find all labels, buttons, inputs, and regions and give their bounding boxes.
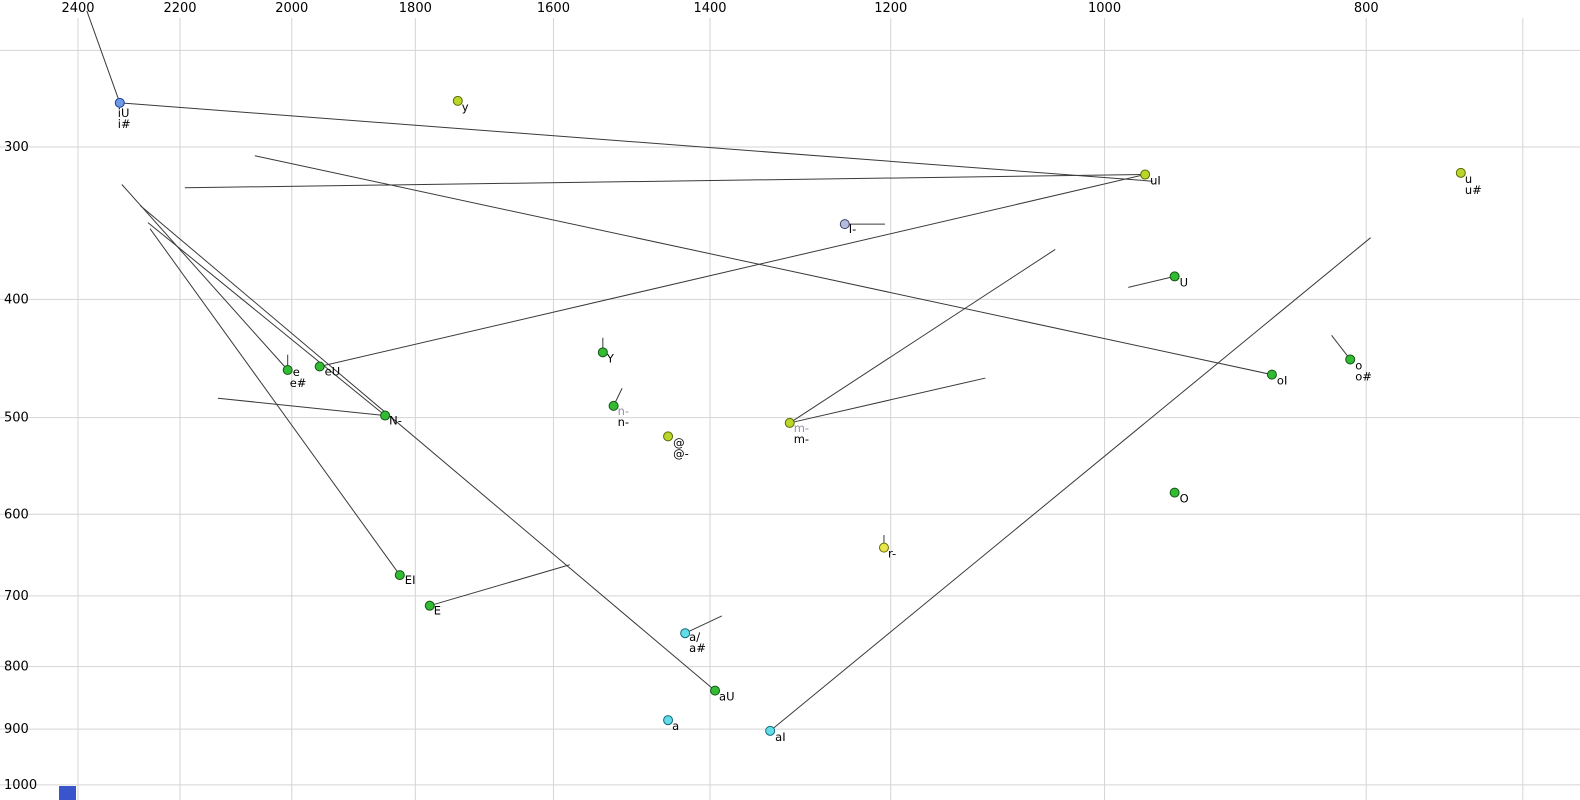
vowel-point-y: [452, 95, 463, 106]
vowel-point-N-: [380, 410, 391, 421]
trajectory-m-tail-2: [789, 377, 986, 424]
vowel-point-I-: [839, 219, 850, 230]
vowel-label-U: U: [1180, 275, 1188, 289]
vowel-point-oI: [1266, 369, 1277, 380]
vowel-point-uI: [1140, 169, 1151, 180]
vowel-label-e: e: [293, 365, 300, 379]
trajectory-i-hash-tail: [86, 10, 121, 103]
y-tick-label-500: 500: [4, 411, 29, 426]
vowel-label-EI: EI: [405, 573, 416, 587]
trajectory-a-slash-tail: [684, 615, 723, 634]
vowel-point-o: [1345, 354, 1356, 365]
y-tick-label-900: 900: [4, 722, 29, 737]
vowel-label-r-: r-: [888, 547, 896, 561]
trajectory-N-shallow: [217, 397, 386, 417]
y-tick-label-300: 300: [4, 140, 29, 155]
vowel-label-o-1: o#: [1355, 369, 1372, 383]
vowel-label-a: a: [672, 719, 679, 733]
vowel-label-E: E: [434, 604, 441, 618]
vowel-point-a-slash: [680, 628, 691, 639]
vowel-label-at-1: @-: [673, 446, 689, 460]
vowel-label-m--1: m-: [794, 432, 809, 446]
x-tick-label-2000: 2000: [275, 1, 308, 16]
vowel-point-m-: [784, 417, 795, 428]
vowel-label-e-1: e#: [290, 376, 307, 390]
y-tick-label-600: 600: [4, 507, 29, 522]
trajectory-uI-tail: [184, 174, 1146, 189]
vowel-label-O: O: [1180, 492, 1189, 506]
vowel-point-iU: [114, 97, 125, 108]
trajectory-m-tail-1: [789, 249, 1056, 424]
vowel-point-eU: [314, 361, 325, 372]
vowel-point-r-: [878, 542, 889, 553]
vowel-point-aU: [710, 685, 721, 696]
trajectory-E-tail: [429, 564, 570, 607]
vowel-point-e: [282, 365, 293, 376]
y-tick-label-700: 700: [4, 589, 29, 604]
vowel-point-aI: [765, 725, 776, 736]
vowel-point-O: [1169, 487, 1180, 498]
vowel-label-n--1: n-: [618, 415, 629, 429]
vowel-label-a-slash-1: a#: [689, 641, 706, 655]
vowel-label-m-: m-: [794, 421, 809, 435]
vowel-label-u-1: u#: [1465, 183, 1482, 197]
vowel-label-oI: oI: [1277, 374, 1287, 388]
y-tick-label-1000: 1000: [4, 778, 37, 793]
vowel-label-Y: Y: [606, 351, 615, 365]
x-tick-label-1200: 1200: [874, 1, 907, 16]
corner-marker: [59, 786, 76, 800]
vowel-label-aI: aI: [775, 730, 785, 744]
trajectory-o-tail: [1331, 334, 1351, 360]
vowel-label-at: @: [673, 435, 685, 449]
trajectory-oI-tail: [254, 155, 1273, 376]
trajectory-EI-fan: [149, 228, 401, 576]
vowel-label-aU: aU: [719, 690, 734, 704]
x-tick-label-800: 800: [1354, 1, 1379, 16]
x-tick-label-1600: 1600: [537, 1, 570, 16]
trajectory-aI-tail: [769, 237, 1371, 732]
x-tick-label-1800: 1800: [399, 1, 432, 16]
vowel-label-uI: uI: [1150, 174, 1161, 188]
vowel-label-y: y: [462, 100, 469, 114]
vowel-label-iU-1: i#: [118, 117, 131, 131]
vowel-label-u: u: [1465, 172, 1472, 186]
trajectory-aU-tail: [139, 205, 716, 692]
vowel-label-o: o: [1355, 358, 1362, 372]
vowel-point-a: [663, 715, 674, 726]
trajectory-iU-tail: [119, 102, 1153, 182]
trajectory-eU-tail: [319, 174, 1146, 368]
vowel-label-a-slash: a/: [689, 630, 700, 644]
vowel-point-EI: [394, 570, 405, 581]
vowel-point-E: [424, 600, 435, 611]
vowel-point-Y: [597, 347, 608, 358]
trajectory-U-tail: [1128, 275, 1175, 288]
vowel-label-N-: N-: [389, 414, 402, 428]
vowel-point-n-: [608, 400, 619, 411]
vowel-point-at: [663, 431, 674, 442]
trajectory-N-fan: [147, 222, 386, 416]
vowel-point-U: [1169, 271, 1180, 282]
vowel-label-eU: eU: [325, 365, 341, 379]
vowel-label-iU: iU: [118, 106, 130, 120]
y-tick-label-800: 800: [4, 660, 29, 675]
trajectory-e-fan: [121, 184, 289, 371]
vowel-label-n-: n-: [618, 404, 629, 418]
vowel-label-I-: I-: [849, 222, 857, 236]
vowel-point-u: [1455, 167, 1466, 178]
x-tick-label-1400: 1400: [693, 1, 726, 16]
y-tick-label-400: 400: [4, 292, 29, 307]
x-tick-label-1000: 1000: [1088, 1, 1121, 16]
x-tick-label-2400: 2400: [61, 1, 94, 16]
x-tick-label-2200: 2200: [163, 1, 196, 16]
